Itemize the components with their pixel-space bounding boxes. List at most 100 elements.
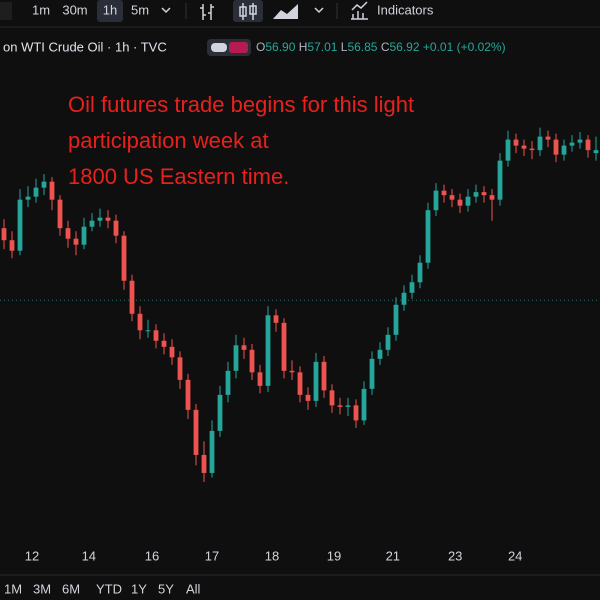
active-interval-bg: [97, 0, 123, 22]
candle-body: [425, 210, 431, 263]
x-tick-label: 14: [82, 548, 96, 563]
area-icon[interactable]: [273, 4, 298, 19]
ohlc-value: 56.90: [265, 40, 295, 54]
candle-body: [97, 217, 103, 221]
candle-body: [377, 349, 383, 359]
candle-body: [569, 142, 575, 146]
candle-body: [433, 190, 439, 211]
x-tick-label: 18: [265, 548, 279, 563]
candle-body: [249, 349, 255, 373]
candle-body: [233, 345, 239, 371]
interval-button[interactable]: 5m: [131, 2, 149, 17]
candles-icon-body: [249, 5, 257, 15]
candle-body: [305, 394, 311, 401]
ohlc-label: H: [299, 40, 308, 54]
range-button[interactable]: 3M: [33, 581, 51, 596]
candle-body: [1, 228, 7, 241]
candle-body: [177, 357, 183, 380]
x-tick-label: 24: [508, 548, 522, 563]
candles-icon-bg: [233, 0, 263, 22]
candle-body: [193, 409, 199, 455]
candle-body: [505, 139, 511, 161]
candle-body: [145, 330, 151, 332]
toolbar-edge: [0, 2, 12, 20]
candle-body: [9, 240, 15, 251]
ohlc-label: L: [341, 40, 348, 54]
interval-dropdown[interactable]: [161, 7, 171, 14]
chart-type-dropdown[interactable]: [314, 7, 324, 14]
indicators-button[interactable]: Indicators: [377, 2, 434, 17]
candle-body: [137, 313, 143, 331]
candle-body: [33, 187, 39, 197]
candle-body: [417, 262, 423, 283]
candle-body: [129, 280, 135, 314]
candle-body: [385, 334, 391, 350]
candle-body: [329, 390, 335, 406]
candle-body: [481, 192, 487, 196]
candle-body: [65, 228, 71, 239]
ohlc-label: O: [256, 40, 265, 54]
candle-body: [361, 388, 367, 421]
candle-body: [41, 181, 47, 188]
candle-body: [201, 454, 207, 473]
candle-body: [457, 199, 463, 206]
candle-body: [273, 315, 279, 323]
candle-body: [345, 405, 351, 407]
candle-body: [369, 358, 375, 389]
toolbar: [0, 0, 600, 24]
symbol-title: on WTI Crude Oil · 1h · TVC: [3, 39, 167, 54]
candle-body: [209, 430, 215, 473]
bars-icon[interactable]: [200, 4, 214, 20]
candle-body: [297, 372, 303, 395]
candle-body: [449, 195, 455, 200]
candle-body: [561, 145, 567, 155]
candle-body: [409, 282, 415, 293]
toggle-knob: [211, 43, 227, 52]
candle-body: [353, 405, 359, 421]
range-button[interactable]: 5Y: [158, 581, 174, 596]
indicators-icon[interactable]: [351, 1, 368, 20]
ohlc-value: 56.85: [347, 40, 377, 54]
range-button[interactable]: 6M: [62, 581, 80, 596]
candle-body: [497, 160, 503, 200]
candle-body: [545, 136, 551, 140]
candle-body: [489, 195, 495, 200]
interval-button[interactable]: 1m: [32, 2, 50, 17]
candle-body: [185, 379, 191, 410]
ohlc-legend: O56.90 H57.01 L56.85 C56.92 +0.01 (+0.02…: [256, 40, 506, 54]
candle-body: [105, 217, 111, 221]
candle-body: [513, 139, 519, 146]
candle-body: [585, 139, 591, 151]
range-button[interactable]: All: [186, 581, 201, 596]
candle-body: [73, 238, 79, 245]
range-button[interactable]: YTD: [96, 581, 122, 596]
candle-body: [161, 340, 167, 347]
x-tick-label: 17: [205, 548, 219, 563]
candle-body: [217, 394, 223, 431]
interval-button-active[interactable]: 1h: [103, 2, 117, 17]
x-tick-label: 16: [145, 548, 159, 563]
candle-body: [529, 148, 535, 151]
range-button[interactable]: 1M: [4, 581, 22, 596]
candle-body: [257, 372, 263, 386]
candle-body: [113, 220, 119, 236]
candle-body: [521, 145, 527, 149]
candle-body: [265, 315, 271, 386]
candle-body: [393, 304, 399, 335]
interval-button[interactable]: 30m: [62, 2, 87, 17]
ohlc-value: 56.92: [390, 40, 420, 54]
annotation: 1800 US Eastern time.: [68, 164, 289, 189]
x-tick-label: 21: [386, 548, 400, 563]
candle-body: [89, 220, 95, 227]
candle-body: [289, 370, 295, 373]
range-button[interactable]: 1Y: [131, 581, 147, 596]
candle-body: [49, 181, 55, 200]
candle-body: [225, 370, 231, 395]
ohlc-label: C: [381, 40, 390, 54]
candle-body: [337, 405, 343, 407]
ohlc-change: +0.01 (+0.02%): [423, 40, 506, 54]
candle-body: [121, 235, 127, 281]
candle-body: [465, 196, 471, 206]
x-tick-label: 19: [327, 548, 341, 563]
